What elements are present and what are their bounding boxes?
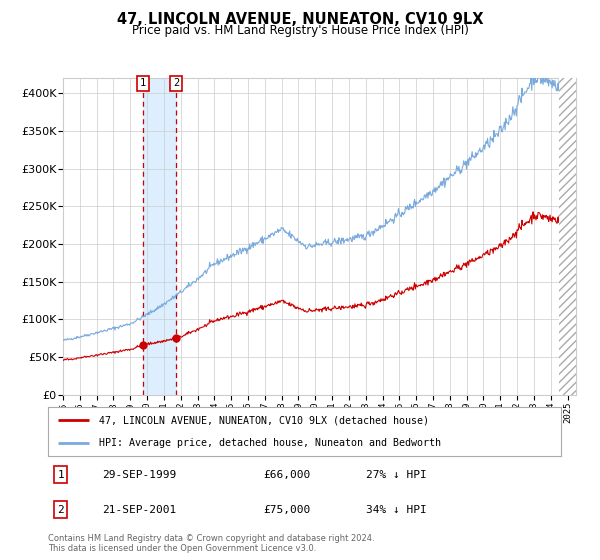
Text: 2: 2 [173,78,179,88]
Bar [559,78,593,395]
Text: 21-SEP-2001: 21-SEP-2001 [102,505,176,515]
Text: 34% ↓ HPI: 34% ↓ HPI [366,505,427,515]
Text: 29-SEP-1999: 29-SEP-1999 [102,470,176,479]
Text: 47, LINCOLN AVENUE, NUNEATON, CV10 9LX (detached house): 47, LINCOLN AVENUE, NUNEATON, CV10 9LX (… [100,416,430,426]
Bar [143,78,176,395]
Text: £66,000: £66,000 [263,470,311,479]
Text: HPI: Average price, detached house, Nuneaton and Bedworth: HPI: Average price, detached house, Nune… [100,438,442,448]
Text: 27% ↓ HPI: 27% ↓ HPI [366,470,427,479]
Text: Price paid vs. HM Land Registry's House Price Index (HPI): Price paid vs. HM Land Registry's House … [131,24,469,36]
Text: £75,000: £75,000 [263,505,311,515]
Text: 1: 1 [140,78,146,88]
Text: 1: 1 [58,470,64,479]
Text: 2: 2 [58,505,64,515]
Text: Contains HM Land Registry data © Crown copyright and database right 2024.
This d: Contains HM Land Registry data © Crown c… [48,534,374,553]
Text: 47, LINCOLN AVENUE, NUNEATON, CV10 9LX: 47, LINCOLN AVENUE, NUNEATON, CV10 9LX [117,12,483,27]
